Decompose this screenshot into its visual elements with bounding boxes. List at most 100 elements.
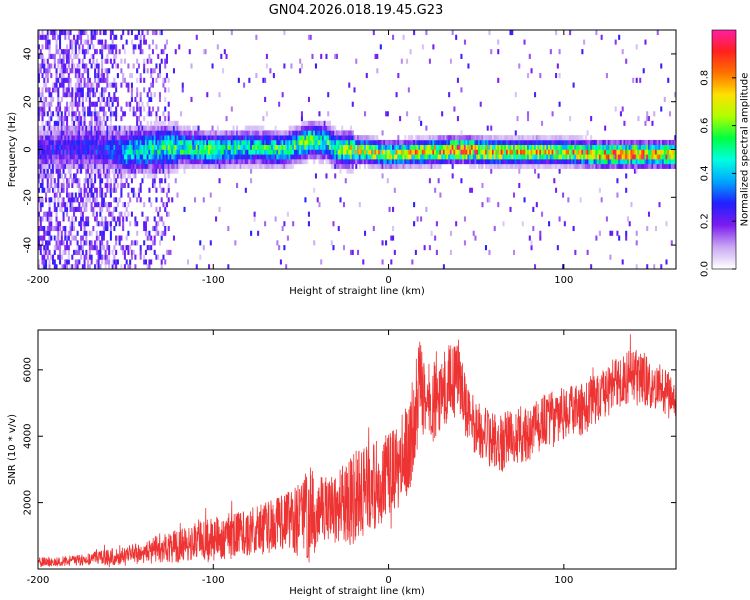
- heatmap-cell: [150, 159, 153, 165]
- heatmap-cell: [109, 182, 112, 189]
- heatmap-cell: [570, 154, 573, 160]
- heatmap-cell: [101, 221, 104, 227]
- heatmap-cell: [209, 154, 212, 160]
- heatmap-cell: [60, 116, 63, 122]
- heatmap-cell: [39, 144, 42, 150]
- heatmap-cell: [562, 264, 565, 269]
- heatmap-cell: [327, 144, 330, 150]
- heatmap-cell: [66, 235, 69, 241]
- heatmap-cell: [593, 163, 596, 169]
- heatmap-cell: [102, 154, 105, 160]
- colorbar-swatch: [712, 145, 736, 148]
- heatmap-cell: [92, 149, 95, 155]
- heatmap-cell: [155, 230, 158, 236]
- heatmap-cell: [525, 139, 528, 146]
- heatmap-cell: [521, 139, 524, 146]
- heatmap-cell: [125, 216, 128, 222]
- heatmap-cell: [365, 135, 368, 141]
- heatmap-cell: [514, 144, 517, 150]
- heatmap-cell: [120, 264, 123, 269]
- heatmap-cell: [327, 139, 330, 146]
- heatmap-cell: [108, 96, 111, 102]
- heatmap-cell: [53, 53, 56, 59]
- heatmap-cell: [73, 63, 76, 69]
- heatmap-cell: [374, 53, 377, 59]
- heatmap-cell: [344, 163, 347, 169]
- heatmap-cell: [190, 154, 193, 160]
- heatmap-cell: [136, 230, 139, 236]
- heatmap-cell: [55, 49, 58, 55]
- heatmap-cell: [512, 139, 516, 146]
- heatmap-cell: [595, 149, 598, 155]
- heatmap-cell: [169, 168, 172, 174]
- heatmap-cell: [158, 92, 161, 98]
- heatmap-cell: [276, 139, 279, 146]
- heatmap-cell: [92, 101, 95, 107]
- heatmap-cell: [95, 264, 98, 269]
- heatmap-cell: [88, 144, 91, 150]
- heatmap-cell: [204, 135, 207, 141]
- heatmap-cell: [490, 163, 493, 169]
- heatmap-cell: [185, 154, 188, 160]
- heatmap-cell: [653, 144, 656, 150]
- heatmap-cell: [311, 144, 314, 150]
- heatmap-cell: [80, 77, 83, 83]
- heatmap-cell: [101, 120, 104, 126]
- heatmap-cell: [346, 135, 349, 141]
- heatmap-cell: [38, 235, 41, 241]
- heatmap-cell: [663, 149, 666, 155]
- heatmap-cell: [39, 63, 42, 69]
- heatmap-cell: [88, 92, 91, 98]
- heatmap-cell: [577, 154, 580, 160]
- heatmap-cell: [64, 87, 67, 93]
- heatmap-cell: [87, 197, 90, 203]
- heatmap-cell: [250, 144, 253, 150]
- heatmap-cell: [651, 159, 654, 165]
- heatmap-cell: [630, 159, 633, 165]
- heatmap-cell: [167, 125, 170, 131]
- heatmap-cell: [563, 144, 566, 150]
- heatmap-cell: [97, 235, 100, 241]
- heatmap-cell: [148, 87, 151, 93]
- heatmap-cell: [92, 154, 95, 160]
- heatmap-cell: [351, 144, 354, 150]
- heatmap-cell: [414, 149, 417, 155]
- heatmap-cell: [260, 139, 263, 146]
- heatmap-cell: [71, 139, 74, 146]
- heatmap-cell: [115, 49, 118, 55]
- heatmap-cell: [332, 245, 335, 251]
- heatmap-cell: [78, 149, 81, 155]
- heatmap-cell: [276, 240, 279, 246]
- heatmap-cell: [76, 159, 79, 165]
- heatmap-cell: [153, 30, 156, 36]
- colorbar-swatch: [712, 249, 736, 252]
- heatmap-cell: [406, 58, 409, 64]
- heatmap-cell: [71, 96, 74, 102]
- heatmap-cell: [423, 144, 426, 150]
- heatmap-cell: [604, 149, 607, 155]
- heatmap-cell: [486, 159, 489, 165]
- heatmap-cell: [137, 154, 140, 160]
- heatmap-cell: [88, 125, 91, 131]
- heatmap-cell: [94, 163, 97, 169]
- heatmap-cell: [101, 192, 104, 198]
- heatmap-cell: [101, 106, 104, 112]
- heatmap-cell: [94, 30, 97, 36]
- heatmap-cell: [146, 101, 149, 107]
- heatmap-cell: [80, 82, 83, 88]
- heatmap-cell: [71, 182, 74, 189]
- heatmap-cell: [67, 106, 70, 112]
- heatmap-cell: [292, 135, 295, 141]
- heatmap-cell: [555, 163, 558, 169]
- heatmap-cell: [45, 211, 48, 217]
- heatmap-cell: [348, 130, 351, 136]
- heatmap-cell: [591, 139, 594, 146]
- heatmap-cell: [120, 144, 123, 150]
- heatmap-cell: [160, 130, 163, 136]
- heatmap-cell: [374, 139, 377, 146]
- heatmap-cell: [600, 34, 603, 40]
- heatmap-cell: [139, 96, 142, 102]
- heatmap-cell: [60, 187, 63, 193]
- heatmap-cell: [155, 206, 158, 212]
- heatmap-cell: [106, 82, 109, 88]
